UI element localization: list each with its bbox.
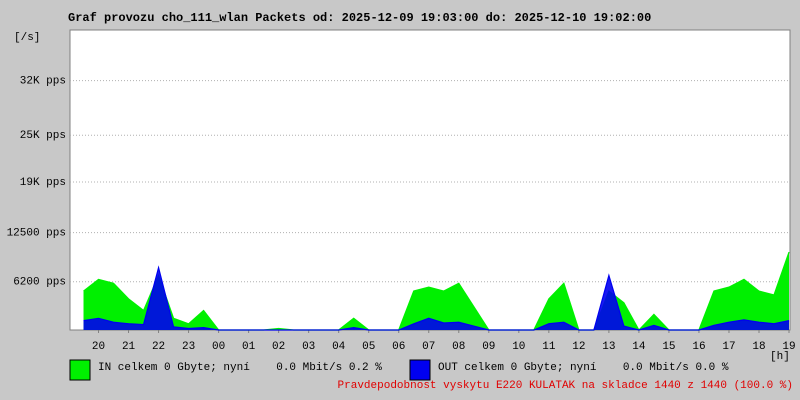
x-tick-label: 20 — [92, 341, 105, 353]
x-tick-label: 16 — [692, 341, 705, 353]
chart-title: Graf provozu cho_111_wlan Packets od: 20… — [68, 11, 651, 25]
x-tick-label: 04 — [332, 341, 346, 353]
x-tick-label: 05 — [362, 341, 375, 353]
legend-swatch — [409, 359, 431, 381]
x-tick-label: 11 — [542, 341, 556, 353]
area-fill — [83, 267, 790, 330]
x-tick-label: 18 — [752, 341, 765, 353]
footer-note: Pravdepodobnost vyskytu E220 KULATAK na … — [338, 380, 793, 392]
x-tick-label: 01 — [242, 341, 256, 353]
x-tick-label: 00 — [212, 341, 225, 353]
y-tick-label: 25K pps — [20, 130, 66, 142]
y-tick-label: 6200 pps — [13, 277, 66, 289]
x-tick-label: 13 — [602, 341, 615, 353]
x-axis-label: [h] — [770, 351, 790, 363]
series-line — [83, 265, 790, 331]
y-axis-label: [/s] — [14, 32, 40, 44]
y-tick-label: 12500 pps — [7, 228, 66, 240]
x-tick-label: 22 — [152, 341, 165, 353]
x-tick-label: 12 — [572, 341, 585, 353]
x-tick-label: 19 — [782, 341, 795, 353]
x-tick-label: 03 — [302, 341, 315, 353]
legend-label: OUT celkem 0 Gbyte; nyní 0.0 Mbit/s 0.0 … — [438, 362, 729, 374]
legend-label: IN celkem 0 Gbyte; nyní 0.0 Mbit/s 0.2 % — [98, 362, 382, 374]
x-tick-label: 08 — [452, 341, 465, 353]
y-tick-label: 19K pps — [20, 177, 66, 189]
x-tick-label: 15 — [662, 341, 675, 353]
y-tick-label: 32K pps — [20, 76, 66, 88]
x-tick-label: 09 — [482, 341, 495, 353]
x-tick-label: 06 — [392, 341, 405, 353]
x-tick-label: 10 — [512, 341, 525, 353]
x-tick-label: 07 — [422, 341, 435, 353]
x-tick-label: 14 — [632, 341, 646, 353]
legend-swatch — [69, 359, 91, 381]
x-tick-label: 02 — [272, 341, 285, 353]
plot-area — [69, 29, 791, 331]
x-tick-label: 21 — [122, 341, 136, 353]
x-tick-label: 23 — [182, 341, 195, 353]
x-tick-label: 17 — [722, 341, 735, 353]
